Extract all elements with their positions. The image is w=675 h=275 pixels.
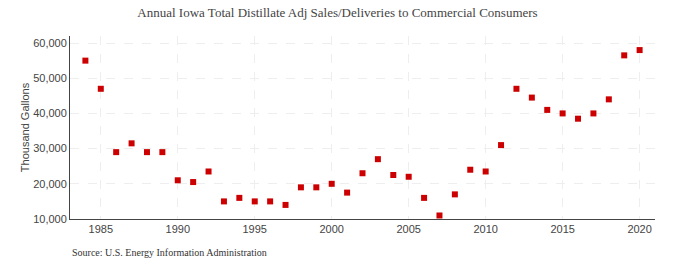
svg-text:10,000: 10,000 [33, 213, 67, 225]
svg-text:40,000: 40,000 [33, 107, 67, 119]
svg-text:30,000: 30,000 [33, 142, 67, 154]
svg-text:Thousand Gallons: Thousand Gallons [19, 82, 31, 172]
svg-text:2000: 2000 [319, 223, 343, 235]
svg-text:20,000: 20,000 [33, 178, 67, 190]
svg-text:2010: 2010 [473, 223, 497, 235]
svg-text:2005: 2005 [396, 223, 420, 235]
svg-text:1985: 1985 [89, 223, 113, 235]
svg-text:Source: U.S. Energy Informatio: Source: U.S. Energy Information Administ… [72, 247, 267, 258]
svg-text:Annual Iowa Total Distillate A: Annual Iowa Total Distillate Adj Sales/D… [137, 5, 537, 20]
svg-text:1995: 1995 [242, 223, 266, 235]
svg-text:2015: 2015 [550, 223, 574, 235]
svg-text:50,000: 50,000 [33, 72, 67, 84]
svg-text:1990: 1990 [166, 223, 190, 235]
svg-text:60,000: 60,000 [33, 37, 67, 49]
svg-text:2020: 2020 [627, 223, 651, 235]
